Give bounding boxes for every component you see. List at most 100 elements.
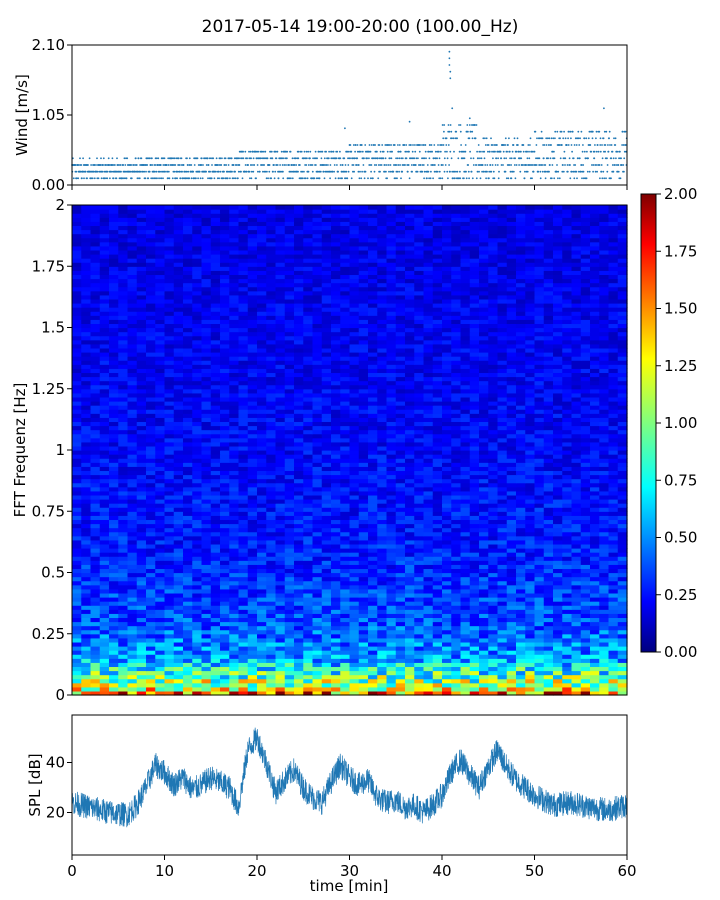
spectrogram-cell [599,568,610,574]
spectrogram-cell [81,556,92,561]
spectrogram-cell [432,597,443,602]
spectrogram-cell [155,654,166,659]
wind-point [600,170,603,173]
spectrogram-cell [81,486,92,492]
spectrogram-cell [257,658,267,663]
spectrogram-cell [247,633,258,639]
spectrogram-cell [553,490,563,496]
wind-point [480,157,483,160]
wind-point [361,150,364,153]
spectrogram-cell [201,605,212,610]
spectrogram-cell [534,539,545,545]
spectrogram-cell [146,629,156,635]
spectrogram-cell [506,556,517,561]
spectrogram-cell [312,482,323,488]
wind-point [187,170,190,173]
spectrogram-cell [516,633,526,639]
spectrogram-cell [469,523,480,529]
spectrogram-cell [617,633,628,639]
spectrogram-cell [210,613,221,619]
spectrogram-cell [368,531,378,537]
wind-point [592,170,594,173]
spectrogram-cell [164,629,175,635]
spectrogram-cell [99,511,110,516]
spectrogram-cell [284,576,295,582]
spectrogram-cell [238,609,249,614]
spectrogram-cell [543,519,554,525]
spectrogram-cell [118,519,129,525]
spectrogram-cell [201,494,212,500]
wind-point [172,157,175,160]
spectrogram-cell [506,552,517,557]
spectrogram-cell [321,507,332,512]
spectrogram-cell [238,601,249,606]
spectrogram-cells [72,205,628,696]
spectrogram-cell [590,548,600,553]
wind-point [226,177,229,180]
spectrogram-cell [608,588,619,594]
wind-point [503,157,506,160]
wind-point [563,130,565,133]
spectrogram-cell [460,503,471,508]
spectrogram-cell [136,572,147,578]
wind-point [367,177,369,180]
spectrogram-cell [358,523,369,529]
wind-peak-point [408,120,411,123]
spectrogram-cell [423,629,434,635]
spectrogram-cell [432,539,443,545]
spectrogram-cell [590,482,600,488]
spectrogram-cell [469,503,480,508]
spectrogram-cell [284,662,295,668]
spectrogram-cell [247,609,258,614]
spectrogram-cell [469,580,480,586]
wind-point [476,170,479,173]
wind-point [605,177,607,180]
wind-point [199,177,202,180]
spectrogram-cell [580,621,591,627]
spectrogram-cell [377,515,388,521]
spectrogram-cell [553,564,563,570]
spectrogram-cell [210,633,221,639]
spectrogram-cell [294,564,304,570]
spectrogram-cell [423,613,434,619]
spectrogram-cell [183,650,193,655]
spectrogram-cell [469,621,480,627]
spectrogram-cell [414,686,425,692]
spectrogram-cell [312,564,323,570]
spectrogram-cell [432,564,443,570]
spectrogram-cell [303,613,314,619]
spectrogram-cell [469,588,480,594]
spectrogram-cell [423,531,434,537]
spectrogram-cell [321,646,332,651]
spectrogram-cell [543,531,554,537]
spectrogram-cell [451,629,462,635]
spectrogram-cell [580,629,591,635]
wind-point [302,177,304,180]
spectrogram-cell [405,519,415,525]
wind-point [411,150,414,153]
spectrogram-cell [99,543,110,549]
spectrogram-cell [99,666,110,672]
wind-point [531,177,533,180]
wind-point [427,150,430,153]
wind-point [537,170,540,173]
wind-point [533,150,536,153]
spectrogram-cell [136,507,147,512]
spectrogram-cell [192,654,203,659]
spectrogram-cell [155,486,166,492]
spectrogram-cell [183,597,193,602]
spectrogram-cell [238,503,249,508]
spectrogram-cell [275,654,286,659]
spectrogram-cell [516,507,526,512]
wind-point [368,144,371,146]
spectrogram-cell [608,564,619,570]
spectrogram-cell [118,535,129,541]
spectrogram-cell [516,548,526,553]
spectrogram-cell [155,499,166,504]
spectrogram-cell [386,650,397,655]
spectrogram-cell [146,650,156,655]
spectrogram-cell [553,556,563,561]
spectrogram-cell [90,633,101,639]
spectrogram-cell [543,641,554,647]
spectrogram-cell [358,641,369,647]
